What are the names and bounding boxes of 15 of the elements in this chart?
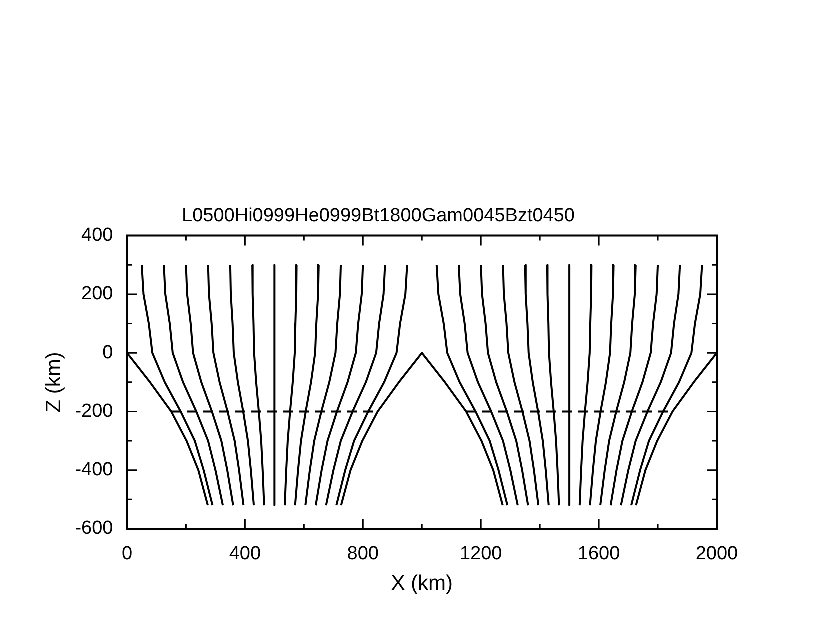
y-tick-label: 400 — [82, 225, 114, 246]
y-tick-label: 200 — [82, 284, 114, 305]
y-tick-label: -600 — [75, 518, 114, 540]
x-tick-label: 400 — [229, 544, 262, 565]
y-axis-title: Z (km) — [42, 352, 66, 413]
x-tick-label: 1600 — [578, 544, 620, 565]
x-tick-label: 800 — [347, 544, 379, 565]
chart-title: L0500Hi0999He0999Bt1800Gam0045Bzt0450 — [182, 206, 575, 227]
y-tick-label: -400 — [75, 460, 114, 481]
x-tick-label: 2000 — [696, 544, 738, 565]
x-tick-label: 0 — [122, 544, 133, 565]
x-axis-title: X (km) — [391, 572, 454, 596]
x-tick-label: 1200 — [460, 544, 502, 565]
y-tick-label: 0 — [102, 342, 114, 364]
y-tick-label: -200 — [75, 400, 114, 422]
